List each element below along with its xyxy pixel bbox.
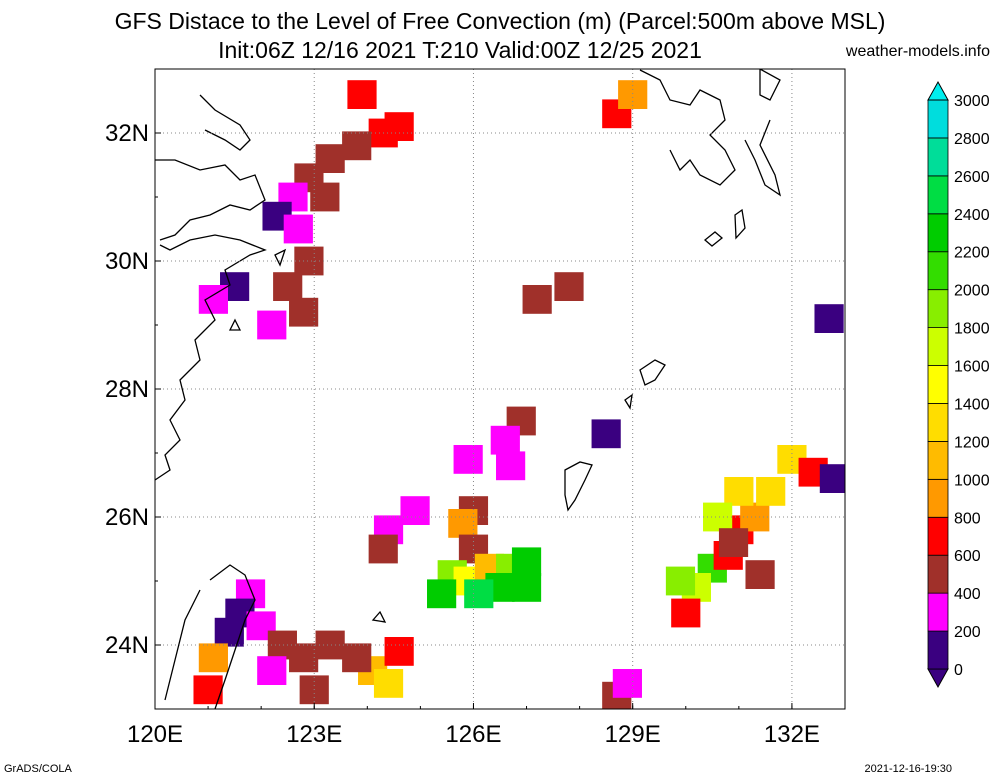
colorbar-segment: [927, 554, 949, 594]
field-cell: [342, 131, 372, 161]
map-title: GFS Distace to the Level of Free Convect…: [114, 8, 886, 34]
colorbar-label: 1400: [954, 396, 990, 413]
field-cell: [724, 477, 754, 506]
field-cell: [496, 451, 526, 481]
field-cell: [257, 656, 287, 685]
field-cell: [718, 528, 749, 557]
field-cell: [591, 419, 621, 449]
x-tick-label: 129E: [605, 721, 661, 748]
colorbar-segment: [927, 592, 949, 632]
field-cell: [453, 445, 483, 474]
x-tick-label: 120E: [127, 721, 183, 748]
colorbar-label: 0: [954, 662, 963, 679]
colorbar-segment: [927, 478, 949, 518]
render-timestamp: 2021-12-16-19:30: [864, 763, 952, 775]
colorbar-segment: [927, 516, 949, 556]
colorbar-segment: [927, 630, 949, 670]
colorbar-label: 2000: [954, 283, 990, 300]
field-cell: [400, 496, 430, 525]
colorbar-segment: [927, 251, 949, 291]
colorbar-legend: 0 200 400 600 800 1000 1200 1400 1600 1800 2000 220…: [927, 80, 990, 689]
colorbar-label: 1600: [954, 359, 990, 376]
field-cell: [273, 272, 303, 301]
field-cell: [289, 297, 319, 327]
field-cell: [671, 598, 701, 628]
field-cell: [464, 579, 494, 609]
colorbar-segment: [927, 327, 949, 366]
colorbar-label: 400: [954, 586, 981, 603]
field-cell: [427, 579, 457, 609]
field-cell: [665, 566, 696, 596]
field-cell: [373, 669, 404, 698]
colorbar-segment: [927, 213, 949, 253]
field-cell: [448, 509, 478, 538]
y-tick-label: 24N: [105, 632, 149, 659]
field-cell: [554, 272, 584, 301]
y-tick-label: 26N: [105, 504, 149, 531]
field-cell: [214, 617, 244, 647]
map-subtitle: Init:06Z 12/16 2021 T:210 Valid:00Z 12/2…: [218, 37, 702, 63]
colorbar-label: 1800: [954, 321, 990, 338]
field-cell: [819, 464, 845, 493]
field-cell: [384, 637, 414, 666]
x-tick-label: 132E: [764, 721, 820, 748]
field-cell: [618, 80, 648, 109]
colorbar-label: 3000: [954, 93, 990, 110]
colorbar-label: 2800: [954, 131, 990, 148]
field-cell: [522, 285, 552, 314]
field-cell: [347, 80, 377, 109]
field-cell: [257, 310, 287, 340]
software-credit: GrADS/COLA: [4, 763, 72, 775]
field-cell: [740, 502, 770, 532]
colorbar-segment: [927, 99, 949, 139]
colorbar-label: 1000: [954, 472, 990, 489]
field-cell: [310, 182, 340, 212]
source-site-label: weather-models.info: [845, 43, 990, 60]
field-cell: [756, 477, 786, 506]
coastline-layer: [155, 69, 782, 709]
field-cell: [198, 643, 228, 673]
y-tick-label: 32N: [105, 120, 149, 147]
colorbar-segment: [927, 175, 949, 215]
y-tick-label: 28N: [105, 376, 149, 403]
colorbar-segment: [927, 403, 949, 442]
longitude-axis: 120E 123E 126E 129E 132E: [127, 703, 846, 748]
field-cell: [511, 573, 542, 602]
colorbar-label: 600: [954, 548, 981, 565]
colorbar-max-arrow: [927, 80, 949, 101]
field-cell: [283, 214, 313, 244]
field-cell: [289, 643, 319, 673]
field-cell: [490, 425, 520, 455]
field-cell: [368, 534, 398, 564]
field-cell: [814, 304, 844, 333]
colorbar-label: 2400: [954, 207, 990, 224]
field-cell: [511, 547, 542, 577]
latitude-axis: 24N 26N 28N 30N 32N: [105, 68, 161, 710]
colorbar-segment: [927, 440, 949, 480]
colorbar-label: 800: [954, 510, 981, 527]
colorbar-segment: [927, 137, 949, 177]
colorbar-label: 2200: [954, 245, 990, 262]
field-cell: [342, 643, 372, 673]
x-tick-label: 123E: [286, 721, 342, 748]
field-layer: [193, 80, 845, 709]
colorbar-label: 2600: [954, 169, 990, 186]
field-cell: [745, 560, 775, 589]
y-tick-label: 30N: [105, 248, 149, 275]
colorbar-min-arrow: [927, 668, 949, 689]
colorbar-segment: [927, 289, 949, 328]
colorbar-label: 200: [954, 624, 981, 641]
colorbar-segment: [927, 365, 949, 404]
field-cell: [384, 112, 414, 141]
colorbar-label: 1200: [954, 434, 990, 451]
x-tick-label: 126E: [445, 721, 501, 748]
field-cell: [612, 669, 642, 698]
